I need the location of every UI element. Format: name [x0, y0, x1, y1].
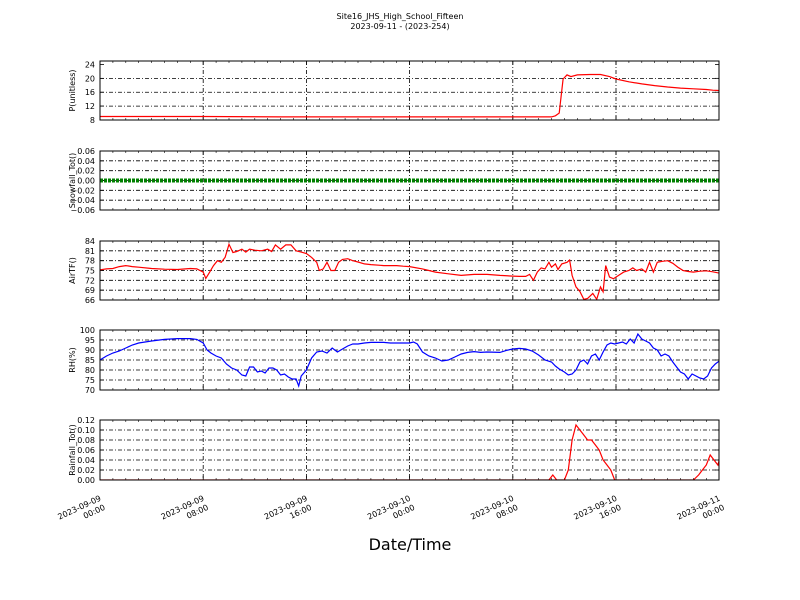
plot-frame [99, 419, 720, 481]
plot-frame [99, 150, 720, 211]
y-tick-label: 78 [85, 257, 95, 266]
y-tick-label: 8 [90, 116, 95, 125]
y-tick-label: 75 [85, 267, 95, 276]
panel-2: −0.06−0.04−0.020.000.020.040.06Snowfall_… [68, 147, 720, 215]
y-axis-label: P(unitless) [68, 69, 77, 111]
x-axis-label: Date/Time [369, 535, 452, 554]
y-tick-label: 66 [85, 296, 95, 305]
y-tick-label: 0.00 [77, 177, 95, 186]
y-tick-label: 84 [85, 237, 95, 246]
panel-5: 0.000.020.040.060.080.100.12Rainfall_Tot… [68, 416, 720, 485]
y-tick-label: 0.08 [77, 436, 95, 445]
y-tick-label: 24 [85, 60, 95, 69]
series-line [100, 73, 719, 118]
y-tick-label: 95 [85, 336, 95, 345]
y-tick-label: 90 [85, 346, 95, 355]
y-tick-label: 75 [85, 376, 95, 385]
y-tick-label: 12 [85, 102, 95, 111]
y-tick-label: 16 [85, 88, 95, 97]
y-tick-label: 85 [85, 356, 95, 365]
y-axis-label: Snowfall_Tot() [68, 153, 77, 209]
y-tick-label: 20 [85, 74, 95, 83]
y-tick-label: 0.00 [77, 476, 95, 485]
y-axis-label: RH(%) [68, 347, 77, 372]
y-tick-label: 81 [85, 247, 95, 256]
series-line [100, 423, 719, 480]
panel-1: 8 12 16 20 24 P(unitless) [68, 60, 720, 125]
y-tick-label: 0.12 [77, 416, 95, 425]
y-tick-label: 0.10 [77, 426, 95, 435]
y-tick-label: 80 [85, 366, 95, 375]
y-tick-label: 0.06 [77, 446, 95, 455]
y-tick-label: 0.06 [77, 147, 95, 156]
plot-frame [99, 60, 720, 121]
chart-title-line1: Site16_JHS_High_School_Fifteen [337, 12, 464, 21]
y-axis-label: Rainfall_Tot() [68, 424, 77, 476]
y-tick-label: 70 [85, 386, 95, 395]
y-tick-label: 0.04 [77, 456, 95, 465]
y-tick-label: 0.02 [77, 466, 95, 475]
y-tick-label: 0.04 [77, 157, 95, 166]
y-tick-label: 0.02 [77, 167, 95, 176]
y-tick-label: 100 [80, 326, 95, 335]
y-tick-label: −0.04 [70, 196, 95, 205]
y-tick-label: 69 [85, 286, 95, 295]
y-tick-label: −0.02 [70, 186, 95, 195]
chart-title-line2: 2023-09-11 - (2023-254) [350, 22, 449, 31]
series-line [100, 242, 719, 300]
plot-frame [99, 329, 720, 391]
series-line [100, 332, 719, 389]
y-tick-label: 72 [85, 276, 95, 285]
y-axis-label: AirTF() [68, 257, 77, 284]
plot-frame [99, 240, 720, 301]
y-tick-label: −0.06 [70, 206, 95, 215]
panels: 812162024P(unitless)−0.06−0.04−0.020.000… [68, 60, 720, 485]
